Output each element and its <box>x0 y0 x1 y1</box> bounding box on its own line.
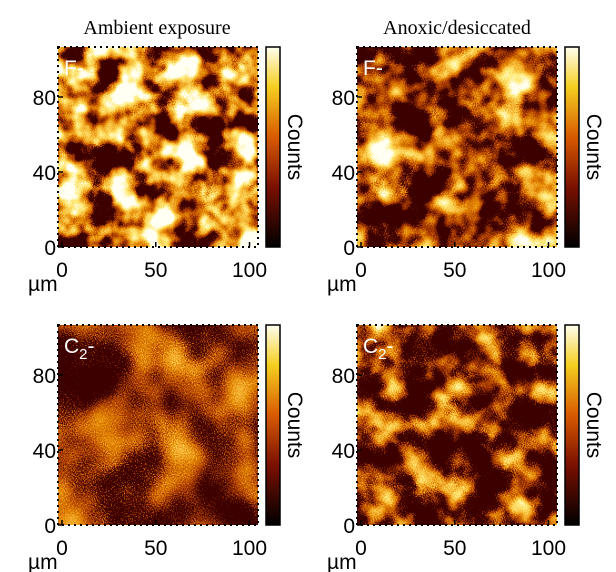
colorbar-label: Counts <box>582 114 605 181</box>
x-tick-label: 0 <box>56 537 68 560</box>
panel: F- Counts 0 40 80 0 50 100 µm <box>327 46 605 296</box>
colorbar-label: Counts <box>582 392 605 459</box>
sims-image <box>58 325 258 525</box>
unit-label: µm <box>28 551 58 572</box>
panel: F- Counts 0 40 80 0 50 100 µm <box>28 46 306 296</box>
colorbar-label: Counts <box>283 392 306 459</box>
unit-label: µm <box>327 273 357 296</box>
frame <box>356 46 558 248</box>
panel: C2- Counts 0 40 80 0 50 100 µm <box>327 324 605 572</box>
colorbar <box>564 46 580 248</box>
unit-label: µm <box>28 273 58 296</box>
y-tick-label: 80 <box>33 365 56 388</box>
x-tick-label: 100 <box>232 259 267 282</box>
colorbar <box>265 324 281 526</box>
y-tick-label: 40 <box>33 440 56 463</box>
x-tick-label: 0 <box>355 259 367 282</box>
y-tick-label: 40 <box>332 162 355 185</box>
label-main: C <box>64 335 79 358</box>
colorbar <box>564 324 580 526</box>
label-main: C <box>363 335 378 358</box>
y-tick-label: 0 <box>44 515 56 538</box>
label-suffix: - <box>387 335 394 358</box>
y-tick-label: 0 <box>343 515 355 538</box>
frame <box>57 46 259 248</box>
x-tick-label: 50 <box>443 259 466 282</box>
frame <box>57 324 259 526</box>
sims-image <box>357 47 557 247</box>
column-title: Ambient exposure <box>83 17 230 39</box>
x-tick-label: 100 <box>531 259 566 282</box>
panel-label: F- <box>64 57 84 80</box>
y-tick-label: 80 <box>332 365 355 388</box>
colorbar <box>265 46 281 248</box>
label-sub: 2 <box>79 346 87 363</box>
panel: C2- Counts 0 40 80 0 50 100 µm <box>28 324 306 572</box>
y-tick-label: 0 <box>44 237 56 260</box>
colorbar-label: Counts <box>283 114 306 181</box>
panel-label: C2- <box>363 335 394 363</box>
y-tick-label: 80 <box>33 87 56 110</box>
frame <box>356 324 558 526</box>
sims-image <box>357 325 557 525</box>
x-tick-label: 0 <box>56 259 68 282</box>
x-tick-label: 100 <box>232 537 267 560</box>
panel-label: C2- <box>64 335 95 363</box>
label-sub: 2 <box>378 346 386 363</box>
y-tick-label: 40 <box>33 162 56 185</box>
panel-label: F- <box>363 57 383 80</box>
x-tick-label: 100 <box>531 537 566 560</box>
column-title: Anoxic/desiccated <box>383 17 531 39</box>
y-tick-label: 0 <box>343 237 355 260</box>
unit-label: µm <box>327 551 357 572</box>
x-tick-label: 50 <box>144 537 167 560</box>
x-tick-label: 50 <box>443 537 466 560</box>
sims-image <box>58 47 258 247</box>
x-tick-label: 50 <box>144 259 167 282</box>
label-suffix: - <box>88 335 95 358</box>
x-tick-label: 0 <box>355 537 367 560</box>
y-tick-label: 40 <box>332 440 355 463</box>
y-tick-label: 80 <box>332 87 355 110</box>
